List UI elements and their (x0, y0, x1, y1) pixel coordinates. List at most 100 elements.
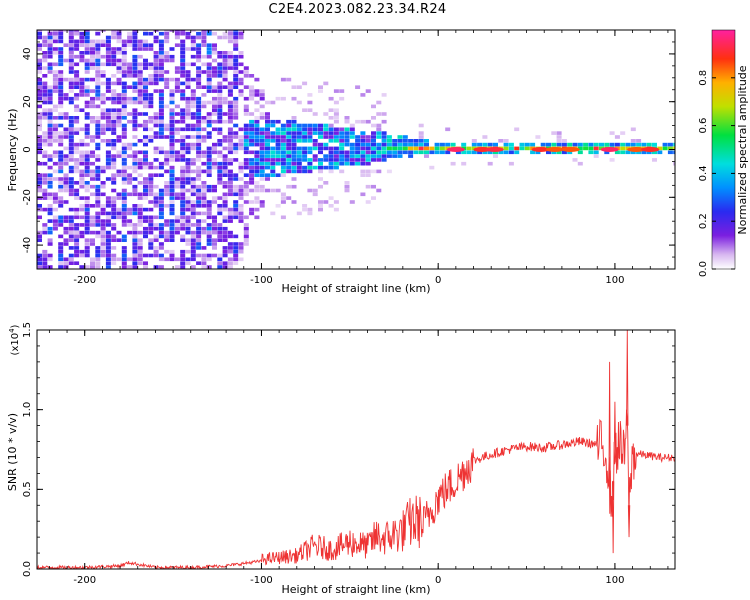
snr-scale-label: (x104) (8, 324, 21, 355)
heatmap-cell (243, 108, 249, 112)
heatmap-cell (84, 219, 90, 223)
heatmap-cell (121, 108, 127, 112)
heatmap-cell (190, 234, 196, 239)
heatmap-cell (190, 169, 196, 174)
heatmap-cell (265, 177, 270, 181)
heatmap-cell (333, 161, 339, 166)
heatmap-cell (143, 127, 148, 132)
heatmap-cell (254, 77, 260, 82)
heatmap-cell (222, 246, 228, 250)
x-tick-label: -100 (250, 275, 273, 286)
heatmap-cell (477, 150, 483, 155)
heatmap-cell (243, 226, 249, 231)
heatmap-cell (227, 158, 233, 162)
heatmap-cell (196, 100, 202, 105)
heatmap-cell (52, 31, 58, 36)
heatmap-cell (201, 200, 207, 204)
heatmap-cell (397, 142, 403, 147)
heatmap-cell (42, 249, 48, 254)
heatmap-cell (344, 181, 350, 185)
heatmap-cell (233, 81, 239, 86)
heatmap-cell (153, 35, 159, 40)
heatmap-cell (74, 165, 80, 170)
heatmap-cell (79, 54, 85, 59)
heatmap-cell (174, 89, 180, 93)
heatmap-cell (519, 146, 525, 151)
heatmap-cell (280, 161, 286, 166)
heatmap-cell (238, 207, 244, 212)
colorbar: 0.00.20.40.60.8 Normalized spectral ampl… (698, 29, 749, 277)
heatmap-cell (68, 142, 74, 147)
heatmap-cell (153, 184, 159, 189)
heatmap-cell (100, 226, 106, 231)
heatmap-cell (201, 211, 207, 216)
heatmap-cell (418, 135, 424, 139)
heatmap-cell (174, 139, 180, 143)
heatmap-cell (270, 169, 276, 174)
heatmap-cell (180, 238, 186, 242)
heatmap-cell (227, 104, 233, 109)
heatmap-cell (180, 184, 186, 189)
heatmap-cell (58, 246, 64, 250)
heatmap-cell (42, 135, 48, 139)
heatmap-cell (673, 161, 675, 166)
heatmap-cell (344, 188, 350, 193)
heatmap-cell (360, 93, 366, 97)
heatmap-cell (196, 188, 202, 193)
heatmap-cell (196, 204, 202, 208)
heatmap-cell (201, 85, 207, 89)
heatmap-cell (196, 154, 202, 158)
heatmap-cell (323, 165, 329, 170)
heatmap-cell (185, 112, 191, 116)
heatmap-cell (42, 177, 48, 181)
heatmap-cell (100, 112, 106, 116)
heatmap-cell (503, 146, 509, 151)
heatmap-cell (339, 89, 345, 93)
heatmap-cell (381, 119, 387, 124)
heatmap-cell (127, 85, 133, 89)
heatmap-cell (259, 131, 265, 135)
heatmap-cell (434, 142, 440, 147)
heatmap-cell (227, 207, 233, 212)
heatmap-cell (371, 142, 376, 147)
heatmap-cell (52, 77, 58, 82)
heatmap-cell (196, 173, 202, 177)
heatmap-cell (58, 77, 64, 82)
heatmap-cell (249, 139, 255, 143)
heatmap-cell (42, 139, 48, 143)
heatmap-cell (153, 131, 159, 135)
heatmap-cell (217, 154, 223, 158)
heatmap-cell (74, 230, 80, 235)
heatmap-cell (169, 47, 175, 51)
y-tick-label: 20 (22, 95, 33, 108)
heatmap-cell (243, 123, 249, 128)
heatmap-cell (105, 253, 111, 258)
heatmap-cell (291, 131, 297, 135)
heatmap-cell (148, 31, 154, 36)
heatmap-cell (328, 169, 334, 174)
heatmap-cell (52, 177, 58, 181)
heatmap-cell (121, 188, 127, 193)
heatmap-cell (185, 85, 191, 89)
heatmap-cell (158, 192, 164, 197)
heatmap-cell (614, 150, 620, 155)
heatmap-cell (206, 184, 212, 189)
heatmap-cell (201, 62, 207, 67)
heatmap-cell (243, 70, 249, 74)
heatmap-cell (259, 127, 265, 132)
heatmap-peak (561, 147, 580, 152)
heatmap-cell (52, 219, 58, 223)
heatmap-cell (143, 96, 148, 101)
heatmap-cell (105, 43, 111, 47)
heatmap-cell (84, 249, 90, 254)
heatmap-cell (148, 181, 154, 185)
heatmap-cell (174, 257, 180, 262)
heatmap-cell (355, 154, 361, 158)
heatmap-cell (52, 223, 58, 227)
heatmap-cell (302, 81, 308, 86)
heatmap-cell (286, 127, 292, 132)
heatmap-cell (111, 181, 117, 185)
heatmap-cell (434, 150, 440, 155)
heatmap-cell (493, 150, 498, 155)
heatmap-cell (201, 119, 207, 124)
